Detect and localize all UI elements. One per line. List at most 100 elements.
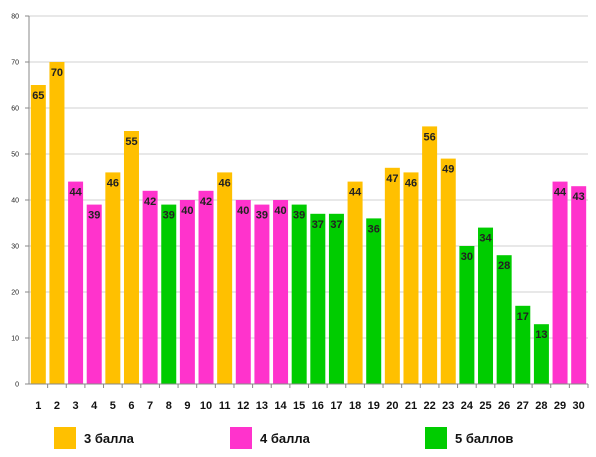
data-label: 39 <box>163 210 175 222</box>
bar <box>30 85 46 384</box>
data-label: 40 <box>274 205 286 217</box>
bar <box>496 255 512 384</box>
x-tick-label: 11 <box>219 400 231 412</box>
legend-item-5: 5 баллов <box>425 426 513 450</box>
legend-item-4: 4 балла <box>230 426 310 450</box>
x-tick-label: 22 <box>423 400 435 412</box>
data-label: 30 <box>461 251 473 263</box>
x-tick-label: 10 <box>200 400 212 412</box>
data-label: 40 <box>181 205 193 217</box>
x-tick-label: 26 <box>498 400 510 412</box>
legend-swatch <box>230 427 252 449</box>
data-labels: 65 70 44 39 46 55 42 39 40 42 46 40 39 40 39 37 37 44 36 47… <box>32 67 585 341</box>
legend-label: 3 балла <box>84 430 134 446</box>
bar <box>347 181 363 384</box>
bar <box>459 246 475 384</box>
data-label: 55 <box>125 136 137 148</box>
x-tick-label: 12 <box>237 400 249 412</box>
x-tick-label: 18 <box>349 400 361 412</box>
bar <box>328 213 344 384</box>
data-label: 56 <box>423 131 435 143</box>
x-tick-label: 16 <box>312 400 324 412</box>
x-tick-label: 15 <box>293 400 305 412</box>
bar <box>123 131 139 384</box>
bar <box>366 218 382 384</box>
legend-label: 5 баллов <box>455 430 514 446</box>
y-axis-ticks: 0 10 20 30 40 50 60 70 80 <box>11 14 29 389</box>
bar <box>86 204 102 384</box>
x-tick-label: 4 <box>91 400 98 412</box>
bar <box>235 200 251 384</box>
bar <box>384 167 400 384</box>
data-label: 37 <box>312 219 324 231</box>
data-label: 42 <box>144 196 156 208</box>
x-tick-label: 9 <box>184 400 190 412</box>
data-label: 28 <box>498 260 510 272</box>
data-label: 39 <box>256 210 268 222</box>
bar <box>105 172 121 384</box>
x-axis-ticks: 1 2 3 4 5 6 7 8 9 10 11 12 13 14 15 16 17 18 19 20 21 22 23 24 2… <box>35 384 589 412</box>
legend-swatch <box>54 427 76 449</box>
x-tick-label: 20 <box>386 400 398 412</box>
x-tick-label: 27 <box>517 400 529 412</box>
x-tick-label: 7 <box>147 400 153 412</box>
y-tick-label: 70 <box>11 60 19 67</box>
y-tick-label: 50 <box>11 152 19 159</box>
x-tick-label: 29 <box>554 400 566 412</box>
y-tick-label: 60 <box>11 106 19 113</box>
bar <box>273 200 289 384</box>
legend: 3 балла 4 балла 5 баллов <box>0 426 596 452</box>
data-label: 36 <box>368 223 380 235</box>
bar <box>515 305 531 384</box>
data-label: 17 <box>517 311 529 323</box>
data-label: 39 <box>293 210 305 222</box>
bar <box>478 227 494 384</box>
bar <box>179 200 195 384</box>
data-label: 70 <box>51 67 63 79</box>
bar <box>142 190 158 384</box>
x-tick-label: 6 <box>128 400 134 412</box>
bar <box>571 186 587 384</box>
data-label: 49 <box>442 164 454 176</box>
x-tick-label: 14 <box>274 400 287 412</box>
x-tick-label: 23 <box>442 400 454 412</box>
bar <box>291 204 307 384</box>
y-tick-label: 10 <box>11 336 19 343</box>
bar <box>68 181 84 384</box>
data-label: 46 <box>405 177 417 189</box>
y-tick-label: 30 <box>11 244 19 251</box>
data-label: 13 <box>535 329 547 341</box>
y-tick-label: 80 <box>11 14 19 21</box>
bar <box>422 126 438 385</box>
x-tick-label: 1 <box>35 400 41 412</box>
data-label: 44 <box>349 187 362 199</box>
data-label: 37 <box>330 219 342 231</box>
x-tick-label: 28 <box>535 400 547 412</box>
data-label: 40 <box>237 205 249 217</box>
data-label: 39 <box>88 210 100 222</box>
x-tick-label: 5 <box>110 400 116 412</box>
data-label: 44 <box>69 187 82 199</box>
data-label: 44 <box>554 187 567 199</box>
x-tick-label: 24 <box>461 400 474 412</box>
x-tick-label: 19 <box>368 400 380 412</box>
legend-label: 4 балла <box>260 430 310 446</box>
bar <box>440 158 456 384</box>
bar <box>254 204 270 384</box>
data-label: 46 <box>107 177 119 189</box>
data-label: 43 <box>573 191 585 203</box>
x-tick-label: 21 <box>405 400 417 412</box>
x-tick-label: 13 <box>256 400 268 412</box>
bar <box>552 181 568 384</box>
x-tick-label: 3 <box>73 400 79 412</box>
y-tick-label: 40 <box>11 198 19 205</box>
data-label: 65 <box>32 90 44 102</box>
bar <box>161 204 177 384</box>
y-tick-label: 20 <box>11 290 19 297</box>
bar <box>217 172 233 384</box>
x-tick-label: 25 <box>479 400 491 412</box>
data-label: 46 <box>219 177 231 189</box>
bar <box>198 190 214 384</box>
x-tick-label: 2 <box>54 400 60 412</box>
